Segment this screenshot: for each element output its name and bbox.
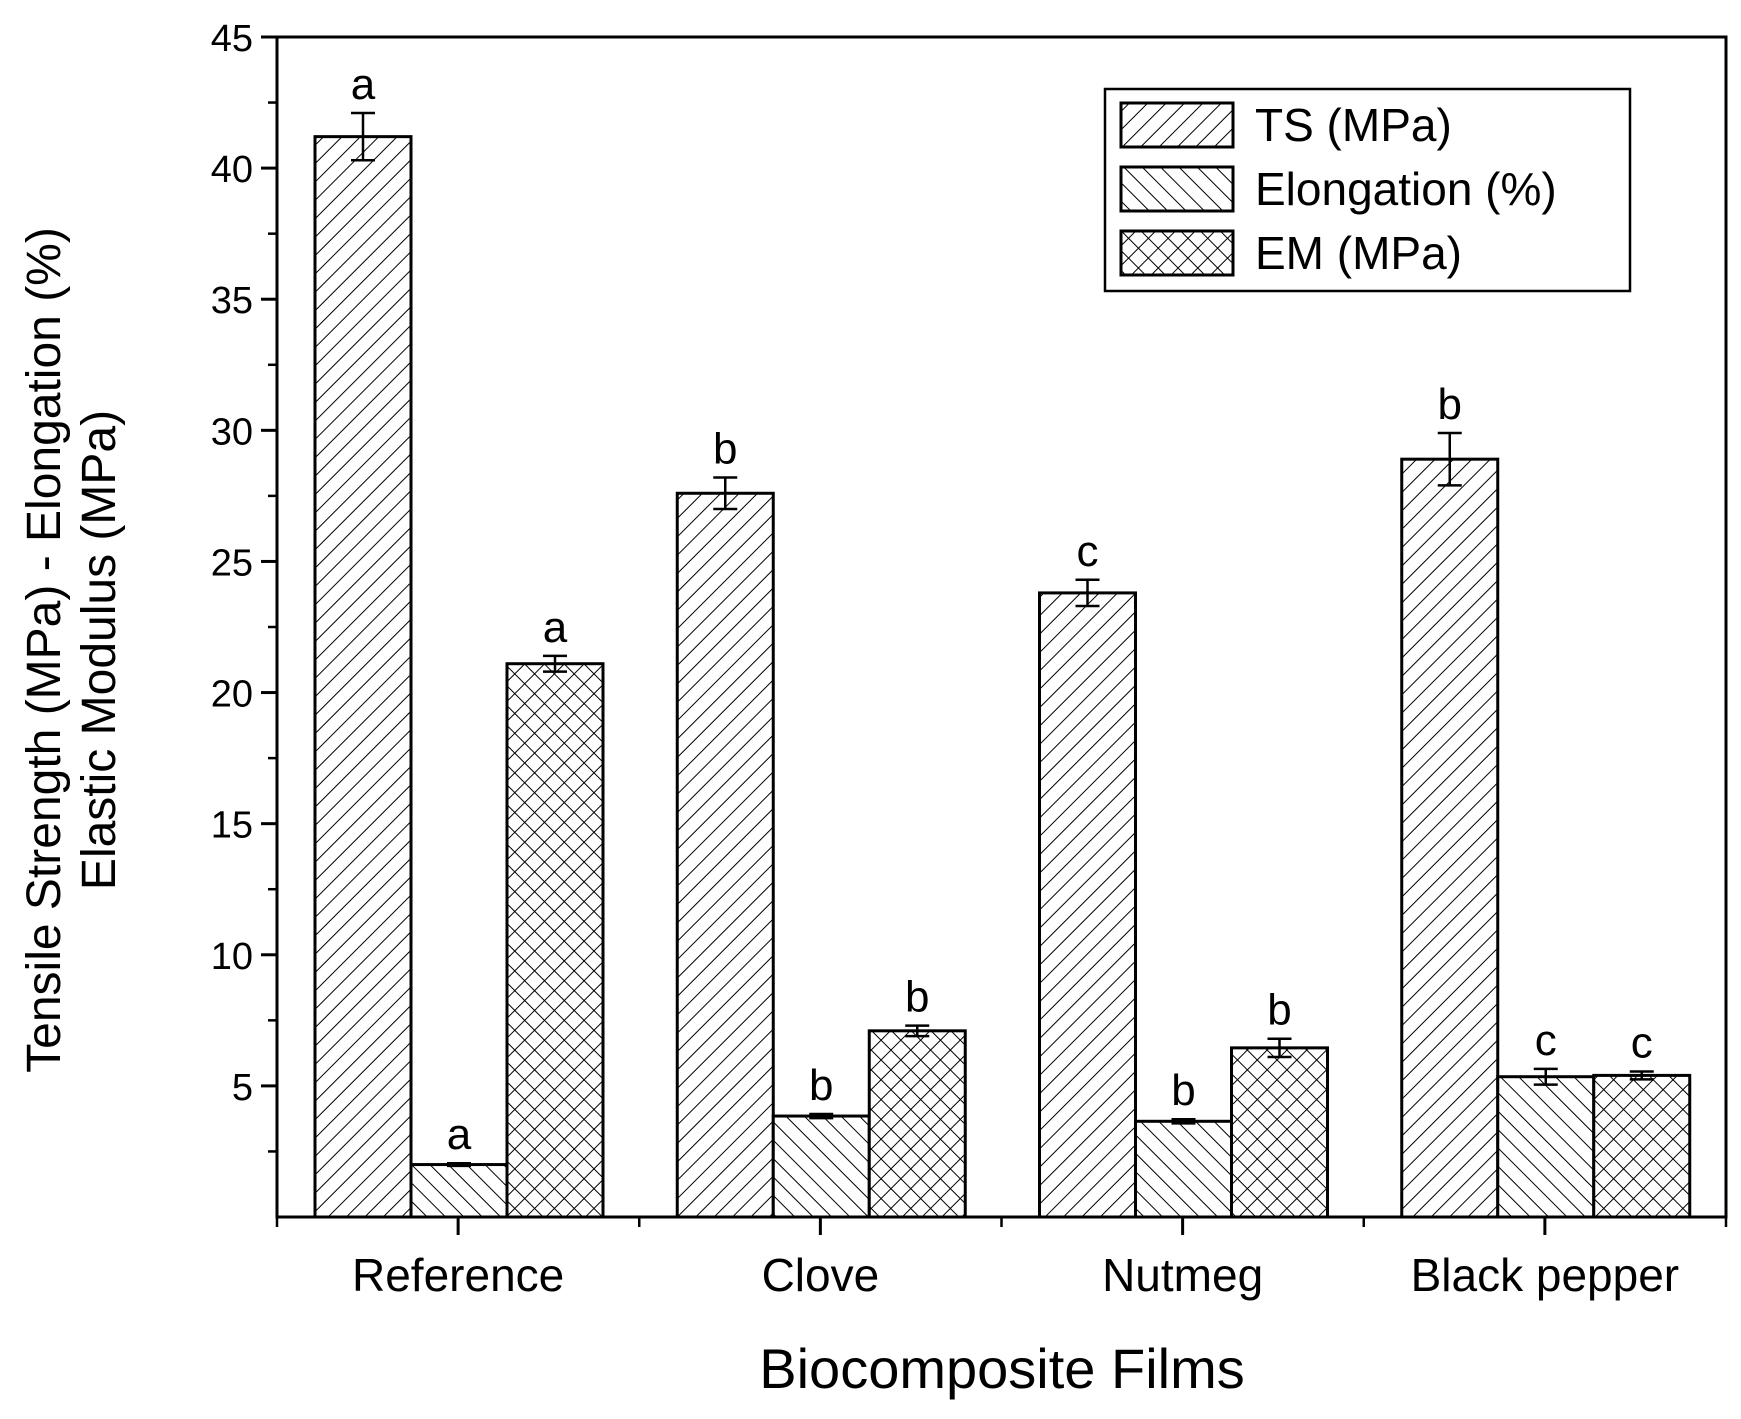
legend-swatch (1119, 165, 1235, 213)
y-axis-title-line2: Elastic Modulus (MPa) (73, 410, 126, 890)
x-tick-label: Reference (352, 1249, 564, 1301)
significance-letter: b (809, 1061, 833, 1110)
y-tick-label: 25 (211, 542, 253, 584)
bar (505, 662, 605, 1219)
significance-letter: b (1267, 986, 1291, 1035)
legend-label: EM (MPa) (1255, 227, 1462, 279)
significance-letter: a (543, 603, 568, 652)
legend-swatch (1119, 101, 1235, 149)
bar (675, 491, 775, 1219)
y-tick-label: 30 (211, 411, 253, 453)
significance-letter: c (1631, 1018, 1653, 1067)
legend: TS (MPa) Elongation (%) EM (MPa) (1103, 87, 1632, 293)
bar (1592, 1073, 1692, 1219)
y-axis-title-line1: Tensile Strength (MPa) - Elongation (%) (18, 227, 71, 1073)
y-tick-label: 35 (211, 280, 253, 322)
legend-swatch (1119, 229, 1235, 277)
bar (1496, 1075, 1596, 1219)
significance-letter: c (1535, 1016, 1557, 1065)
y-axis-title: Tensile Strength (MPa) - Elongation (%) … (18, 227, 126, 1073)
significance-letter: c (1077, 527, 1099, 576)
significance-letter: b (1171, 1066, 1195, 1115)
significance-letter: b (905, 973, 929, 1022)
bar (409, 1163, 509, 1219)
y-tick-label: 45 (211, 18, 253, 60)
y-tick-label: 40 (211, 149, 253, 191)
bar (1134, 1119, 1233, 1219)
bar (771, 1114, 871, 1219)
legend-label: Elongation (%) (1255, 163, 1557, 215)
bar (867, 1029, 967, 1219)
bar (313, 135, 413, 1219)
axes-layer: 5 10 15 20 25 30 35 40 45 Reference Clove Nutmeg Bla… (211, 18, 1728, 1301)
y-tick-label: 15 (211, 805, 253, 847)
significance-letter: b (1438, 380, 1462, 429)
bar (1038, 591, 1137, 1219)
y-tick-label: 10 (211, 936, 253, 978)
significance-letter: b (713, 425, 737, 474)
bar (1400, 457, 1500, 1219)
bar (1230, 1046, 1329, 1219)
y-tick-label: 5 (232, 1067, 253, 1109)
y-tick-label: 20 (211, 674, 253, 716)
x-tick-label: Clove (762, 1249, 880, 1301)
significance-letter: a (351, 60, 376, 109)
legend-label: TS (MPa) (1255, 99, 1452, 151)
x-tick-label: Nutmeg (1102, 1249, 1263, 1301)
significance-letter: a (447, 1110, 472, 1159)
x-tick-label: Black pepper (1411, 1249, 1680, 1301)
x-axis-title: Biocomposite Films (759, 1337, 1244, 1400)
